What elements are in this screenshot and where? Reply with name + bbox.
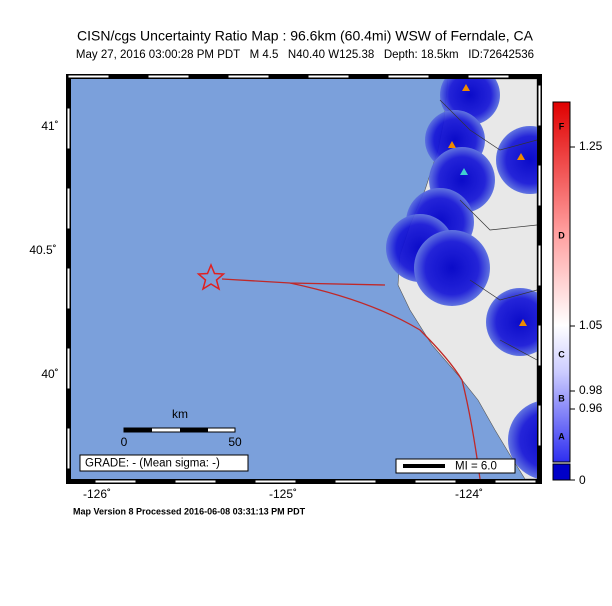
colorbar-label: 0.98 [579, 383, 603, 397]
colorbar-label: 1.25 [579, 139, 603, 153]
lat-label: 40˚ [41, 367, 58, 381]
stations-coverage [386, 79, 537, 479]
borders [439, 99, 537, 361]
lon-label: -126˚ [83, 487, 111, 501]
scale-bar [124, 428, 208, 432]
lon-label: -125˚ [269, 487, 297, 501]
mi-legend: MI = 6.0 [455, 461, 497, 473]
grade-box [79, 454, 249, 472]
colorbar-zero [552, 463, 571, 481]
epicenter [196, 263, 226, 291]
lat-label: 40.5˚ [29, 243, 56, 257]
colorbar-letter: A [558, 431, 565, 441]
colorbar-letter: B [558, 393, 565, 403]
scale-unit: km [172, 407, 188, 421]
colorbar-letter: C [558, 349, 565, 359]
scale-end: 50 [228, 435, 242, 449]
fault [289, 282, 481, 479]
colorbar-label: 0 [579, 473, 586, 487]
scale-start: 0 [121, 435, 128, 449]
subtitle: May 27, 2016 03:00:28 PM PDT M 4.5 N40.4… [76, 49, 534, 61]
colorbar-letter: F [559, 121, 565, 131]
mi-box [395, 458, 516, 474]
station [460, 168, 468, 175]
frame-ticks [67, 75, 541, 483]
title: CISN/cgs Uncertainty Ratio Map : 96.6km … [77, 28, 534, 44]
colorbar-ticks [570, 146, 575, 481]
map-area [71, 79, 537, 479]
grade: GRADE: - (Mean sigma: -) [85, 458, 220, 470]
colorbar [552, 101, 571, 463]
footer: Map Version 8 Processed 2016-06-08 03:31… [73, 506, 306, 516]
colorbar-label: 0.96 [579, 401, 603, 415]
lon-label: -124˚ [455, 487, 483, 501]
lat-label: 41˚ [41, 119, 58, 133]
colorbar-label: 1.05 [579, 318, 603, 332]
colorbar-letter: D [558, 230, 565, 240]
